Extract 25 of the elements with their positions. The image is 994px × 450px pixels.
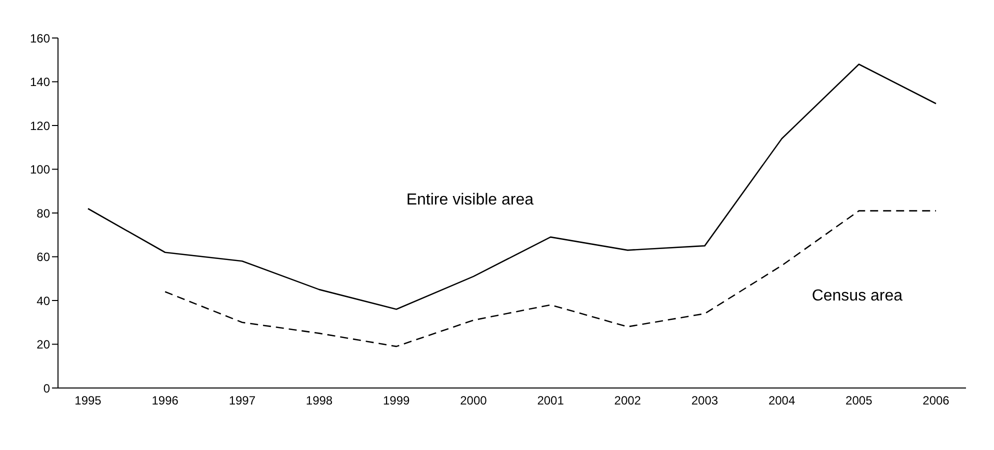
x-tick-label: 1997	[228, 394, 256, 408]
x-tick-label: 1996	[152, 394, 179, 408]
x-tick-label: 2006	[922, 394, 950, 408]
x-tick-label: 2004	[768, 394, 796, 408]
x-tick-label: 1995	[74, 394, 102, 408]
x-tick-label: 1999	[383, 394, 410, 408]
y-tick-label: 60	[36, 250, 50, 264]
y-tick-label: 40	[36, 294, 50, 308]
x-tick-label: 2001	[537, 394, 564, 408]
x-tick-label: 1998	[306, 394, 333, 408]
y-tick-label: 0	[43, 381, 50, 396]
x-tick-label: 2003	[691, 394, 718, 408]
y-tick-label: 140	[30, 75, 50, 90]
x-tick-label: 2002	[614, 394, 642, 408]
line-series	[164, 210, 937, 348]
line-series	[87, 64, 937, 310]
y-tick-label: 20	[36, 338, 50, 352]
text: Entire visible area	[406, 191, 534, 208]
y-tick-label: 120	[30, 118, 50, 133]
x-tick-label: 2000	[460, 394, 488, 408]
text: Census area	[812, 288, 903, 304]
x-tick-label: 2005	[846, 394, 873, 408]
y-tick-label: 80	[36, 206, 50, 220]
y-tick-label: 160	[30, 31, 50, 46]
y-tick-label: 100	[30, 162, 50, 177]
